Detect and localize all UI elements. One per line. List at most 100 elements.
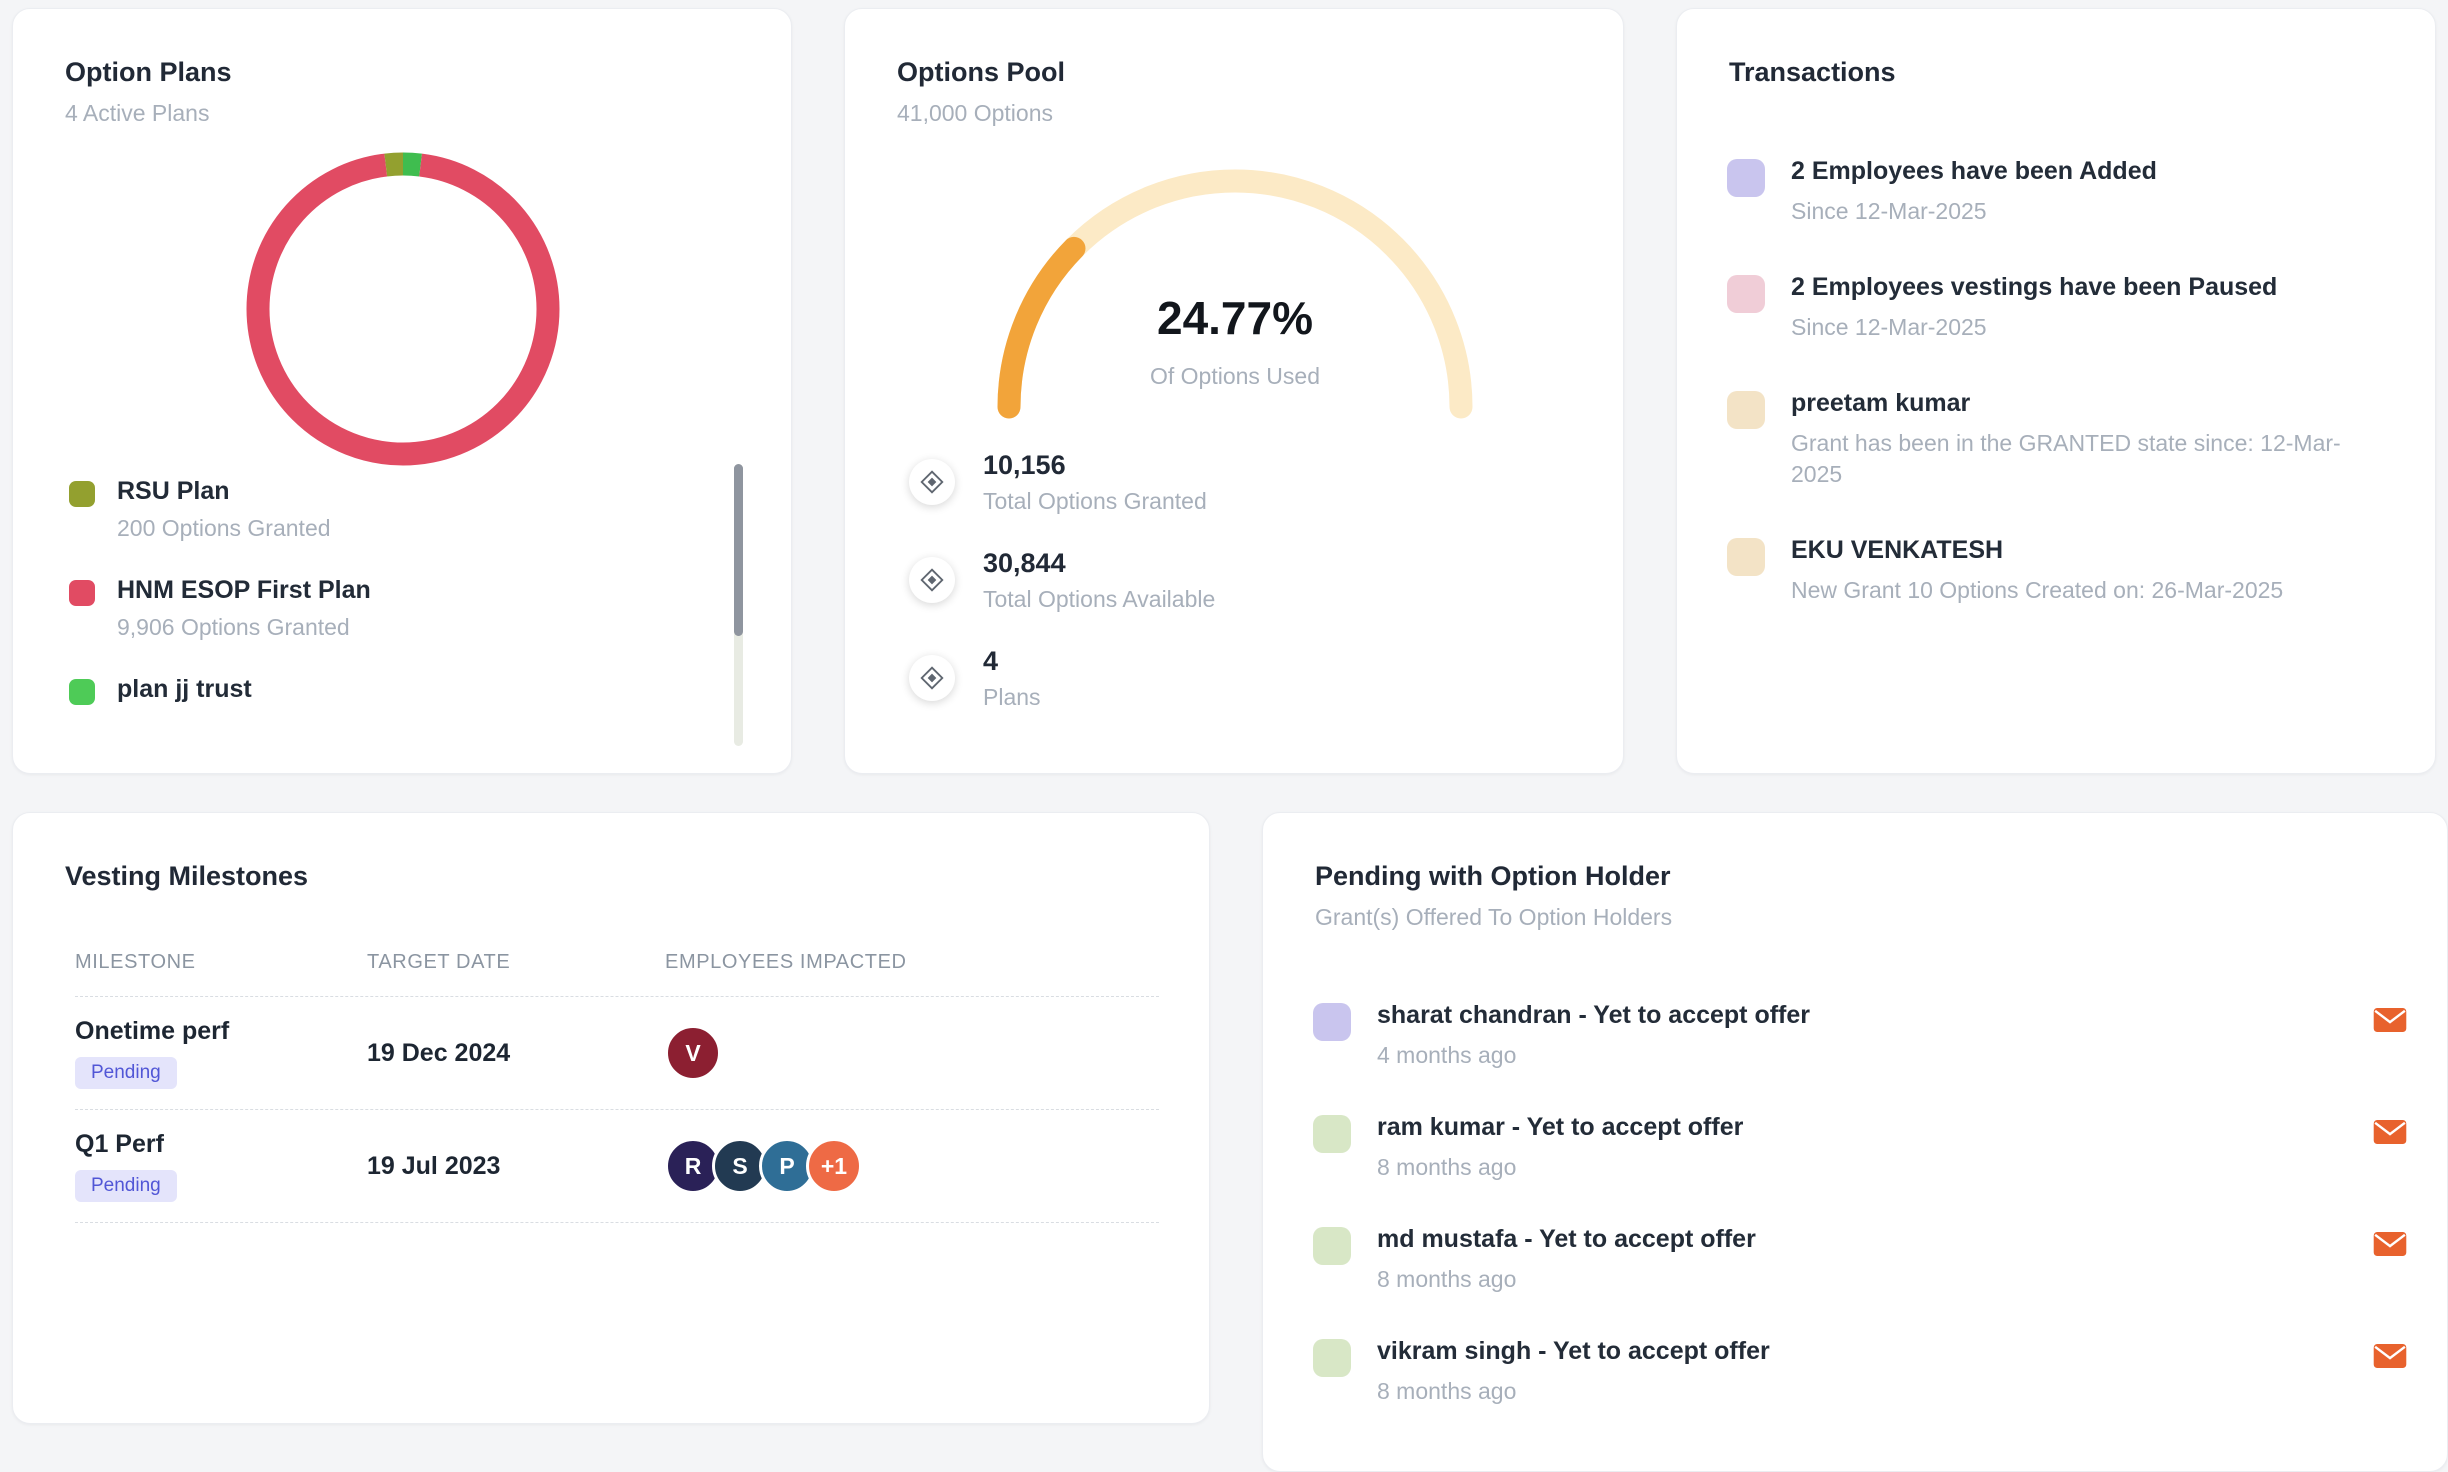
stat-total-options-granted: 10,156 Total Options Granted [909, 433, 1215, 531]
status-badge: Pending [75, 1170, 177, 1202]
column-header-target-date: TARGET DATE [367, 951, 511, 973]
offer-status-icon [1313, 1227, 1351, 1266]
card-subtitle: Grant(s) Offered To Option Holders [1315, 904, 1673, 930]
card-title: Option Plans [65, 57, 232, 87]
transaction-title: 2 Employees have been Added [1791, 157, 2157, 185]
options-diamond-icon [909, 459, 955, 505]
transactions-list: 2 Employees have been Added Since 12-Mar… [1727, 157, 2395, 606]
plans-legend: RSU Plan 200 Options Granted HNM ESOP Fi… [69, 477, 689, 739]
stat-label: Plans [983, 683, 1041, 710]
offer-title: md mustafa - Yet to accept offer [1377, 1225, 1756, 1254]
transaction-subtitle: Since 12-Mar-2025 [1791, 314, 1987, 341]
stat-value: 4 [983, 645, 999, 676]
offer-age: 8 months ago [1377, 1378, 1517, 1405]
option-plans-header: Option Plans 4 Active Plans [65, 57, 232, 127]
stat-total-options-available: 30,844 Total Options Available [909, 531, 1215, 629]
milestone-name: Onetime perf [75, 1017, 230, 1045]
transaction-type-icon [1727, 391, 1765, 430]
stat-label: Total Options Available [983, 585, 1216, 612]
options-diamond-icon [909, 557, 955, 603]
pending-offers-list: sharat chandran - Yet to accept offer 4 … [1313, 1001, 2407, 1407]
send-reminder-mail-icon[interactable] [2373, 1231, 2407, 1257]
options-pool-header: Options Pool 41,000 Options [897, 57, 1065, 127]
transaction-item[interactable]: 2 Employees have been Added Since 12-Mar… [1727, 157, 2395, 227]
options-diamond-icon [909, 655, 955, 701]
offer-title: sharat chandran - Yet to accept offer [1377, 1001, 1810, 1029]
pending-offer-item[interactable]: sharat chandran - Yet to accept offer 4 … [1313, 1001, 2407, 1071]
card-title: Transactions [1729, 57, 1896, 87]
card-subtitle: 41,000 Options [897, 100, 1054, 126]
employees-avatars: V [665, 1025, 1159, 1081]
transaction-subtitle: New Grant 10 Options Created on: 26-Mar-… [1791, 577, 2284, 604]
card-title: Pending with Option Holder [1315, 861, 1671, 891]
legend-item-hnm-esop-first-plan[interactable]: HNM ESOP First Plan 9,906 Options Grante… [69, 576, 689, 641]
legend-item-rsu-plan[interactable]: RSU Plan 200 Options Granted [69, 477, 689, 542]
gauge-percent: 24.77% [1156, 292, 1313, 344]
offer-status-icon [1313, 1339, 1351, 1378]
milestones-table: MILESTONE TARGET DATE EMPLOYEES IMPACTED… [75, 951, 1159, 1223]
vesting-milestones-header: Vesting Milestones [65, 861, 308, 892]
offer-title: ram kumar - Yet to accept offer [1377, 1113, 1744, 1142]
avatar-overflow-count[interactable]: +1 [806, 1138, 862, 1194]
transaction-type-icon [1727, 159, 1765, 197]
transaction-item[interactable]: 2 Employees vestings have been Paused Si… [1727, 273, 2395, 343]
gauge-caption: Of Options Used [1149, 363, 1321, 389]
transaction-type-icon [1727, 538, 1765, 577]
offer-status-icon [1313, 1115, 1351, 1154]
legend-detail: 200 Options Granted [117, 515, 331, 541]
milestone-cell: Onetime perf Pending [75, 1017, 367, 1089]
gauge-readout: 24.77% Of Options Used [845, 291, 1625, 390]
legend-scrollbar [734, 464, 743, 746]
milestone-name: Q1 Perf [75, 1130, 164, 1158]
card-title: Options Pool [897, 57, 1065, 87]
employees-avatars: R S P +1 [665, 1138, 1159, 1194]
transaction-item[interactable]: EKU VENKATESH New Grant 10 Options Creat… [1727, 536, 2395, 606]
pending-offer-item[interactable]: vikram singh - Yet to accept offer 8 mon… [1313, 1337, 2407, 1407]
option-plans-card: Option Plans 4 Active Plans RSU Plan 200… [12, 8, 792, 774]
legend-label: plan jj trust [117, 675, 252, 703]
avatar[interactable]: R [665, 1138, 721, 1194]
transaction-title: 2 Employees vestings have been Paused [1791, 273, 2278, 302]
legend-swatch [69, 481, 95, 507]
target-date: 19 Dec 2024 [367, 1038, 511, 1067]
transactions-card: Transactions 2 Employees have been Added… [1676, 8, 2436, 774]
send-reminder-mail-icon[interactable] [2373, 1343, 2407, 1369]
legend-label: RSU Plan [117, 477, 230, 505]
avatar[interactable]: V [665, 1025, 721, 1081]
column-header-employees-impacted: EMPLOYEES IMPACTED [665, 951, 907, 973]
milestone-row[interactable]: Onetime perf Pending 19 Dec 2024 V [75, 997, 1159, 1110]
transaction-item[interactable]: preetam kumar Grant has been in the GRAN… [1727, 389, 2395, 490]
target-date: 19 Jul 2023 [367, 1151, 501, 1180]
stat-value: 10,156 [983, 449, 1066, 480]
pending-offer-item[interactable]: md mustafa - Yet to accept offer 8 month… [1313, 1225, 2407, 1295]
legend-swatch [69, 580, 95, 606]
pending-offer-item[interactable]: ram kumar - Yet to accept offer 8 months… [1313, 1113, 2407, 1183]
status-badge: Pending [75, 1057, 177, 1089]
legend-scrollbar-thumb[interactable] [734, 464, 743, 636]
stat-value: 30,844 [983, 547, 1066, 578]
card-subtitle: 4 Active Plans [65, 100, 210, 126]
options-pool-card: Options Pool 41,000 Options 24.77% Of Op… [844, 8, 1624, 774]
transactions-header: Transactions [1729, 57, 1896, 88]
column-header-milestone: MILESTONE [75, 951, 196, 973]
vesting-milestones-card: Vesting Milestones MILESTONE TARGET DATE… [12, 812, 1210, 1424]
esop-dashboard: { "theme": { "page_bg": "#f4f5f7", "acce… [12, 8, 2448, 1472]
offer-age: 8 months ago [1377, 1154, 1517, 1181]
milestones-table-header: MILESTONE TARGET DATE EMPLOYEES IMPACTED [75, 951, 1159, 997]
pool-stats: 10,156 Total Options Granted 30,844 Tota… [909, 433, 1215, 727]
milestone-cell: Q1 Perf Pending [75, 1130, 367, 1202]
avatar[interactable]: P [759, 1138, 815, 1194]
card-title: Vesting Milestones [65, 861, 309, 891]
legend-detail: 9,906 Options Granted [117, 614, 350, 640]
send-reminder-mail-icon[interactable] [2373, 1007, 2407, 1033]
legend-label: HNM ESOP First Plan [117, 576, 371, 604]
milestone-row[interactable]: Q1 Perf Pending 19 Jul 2023 R S P +1 [75, 1110, 1159, 1223]
pending-option-holder-card: Pending with Option Holder Grant(s) Offe… [1262, 812, 2448, 1472]
send-reminder-mail-icon[interactable] [2373, 1119, 2407, 1145]
offer-age: 8 months ago [1377, 1266, 1517, 1293]
transaction-subtitle: Since 12-Mar-2025 [1791, 198, 1987, 224]
offer-age: 4 months ago [1377, 1042, 1517, 1068]
legend-item-plan-jj-trust[interactable]: plan jj trust [69, 675, 689, 705]
stat-label: Total Options Granted [983, 487, 1207, 514]
transaction-title: preetam kumar [1791, 389, 1971, 418]
